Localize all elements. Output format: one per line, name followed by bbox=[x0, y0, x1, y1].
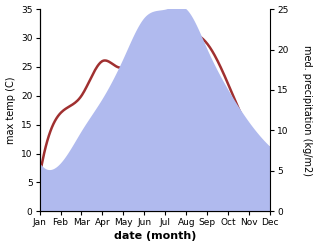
Y-axis label: max temp (C): max temp (C) bbox=[5, 76, 16, 144]
Y-axis label: med. precipitation (kg/m2): med. precipitation (kg/m2) bbox=[302, 45, 313, 176]
X-axis label: date (month): date (month) bbox=[114, 231, 196, 242]
